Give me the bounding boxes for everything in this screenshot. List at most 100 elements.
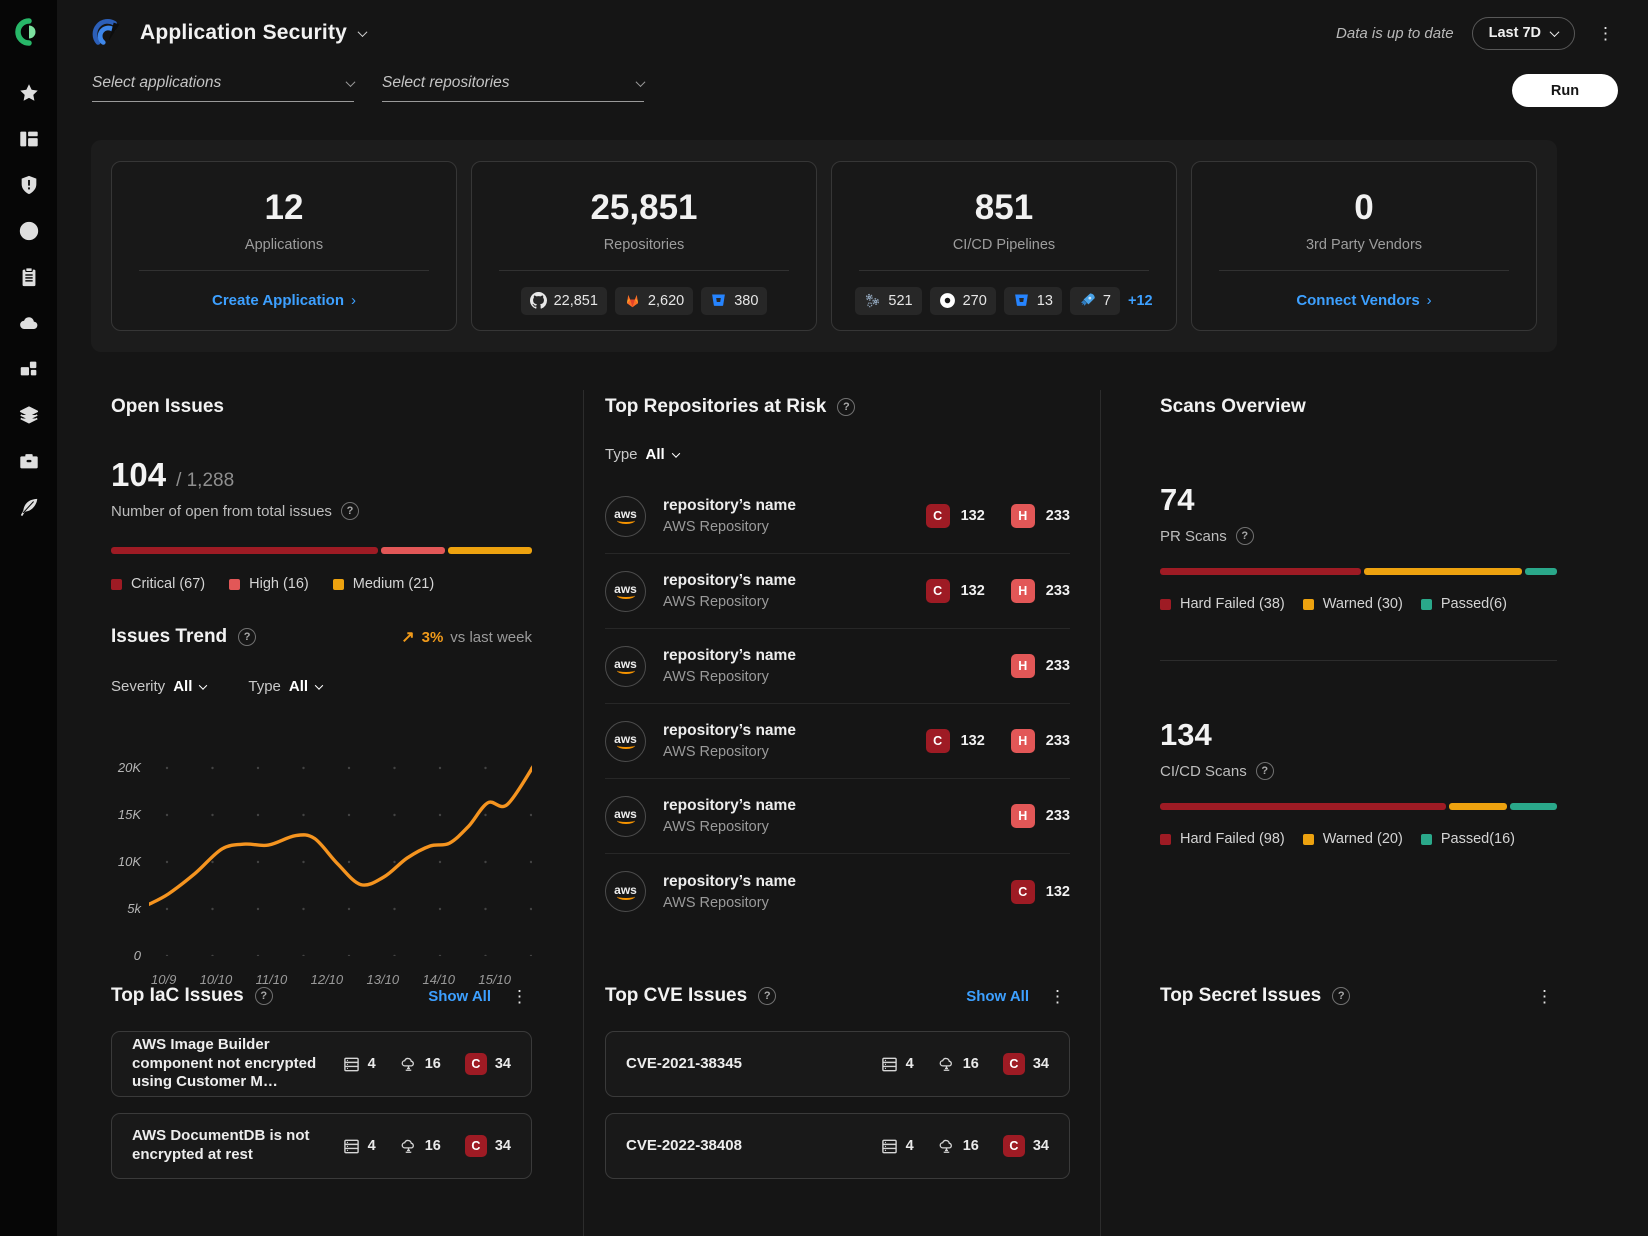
help-icon[interactable]: ? [254, 987, 273, 1005]
legend-item: Warned (30) [1302, 596, 1403, 612]
high-badge-icon: H [1010, 654, 1035, 678]
help-icon[interactable]: ? [1255, 762, 1274, 780]
github-chip[interactable]: 22,851 [520, 286, 607, 315]
filter-bar: Select applications Select repositories … [92, 74, 1618, 107]
issue-card[interactable]: AWS Image Builder component not encrypte… [111, 1031, 532, 1097]
x-axis-tick: 11/10 [255, 972, 288, 987]
help-icon[interactable]: ? [1235, 527, 1254, 545]
azure-pipelines-chip[interactable]: 7 [1069, 286, 1120, 315]
create-application-link[interactable]: Create Application › [212, 292, 356, 309]
divider [859, 270, 1149, 271]
repository-row[interactable]: aws repository’s name AWS Repository C 132 H 2… [605, 479, 1070, 554]
legend-swatch [332, 578, 344, 590]
connect-vendors-link[interactable]: Connect Vendors › [1296, 292, 1432, 309]
legend-swatch [111, 578, 122, 590]
repository-row[interactable]: aws repository’s name AWS Repository C 132 H 2… [605, 554, 1070, 629]
repository-type: AWS Repository [663, 894, 769, 911]
bitbucket-count: 380 [734, 292, 759, 309]
clipboard-icon[interactable] [18, 266, 40, 288]
divider [1219, 270, 1509, 271]
time-range-value: Last 7D [1488, 25, 1541, 41]
header-kebab-menu[interactable]: ⋮ [1597, 23, 1614, 43]
issue-title: CVE-2022-38408 [626, 1136, 742, 1154]
clouds-count: 16 [400, 1056, 441, 1073]
bar-segment [1525, 568, 1557, 575]
pipeline-gears-chip[interactable]: 521 [855, 286, 922, 315]
aws-repository-icon: aws [605, 645, 646, 687]
issue-title: AWS Image Builder component not encrypte… [132, 1035, 317, 1091]
iac-show-all-link[interactable]: Show All [428, 987, 491, 1005]
help-icon[interactable]: ? [758, 987, 777, 1005]
more-pipelines-link[interactable]: +12 [1128, 292, 1153, 309]
pipeline-gears-count: 521 [888, 292, 913, 309]
bitbucket-chip[interactable]: 380 [701, 286, 768, 315]
cloud-deploy-icon [400, 1056, 417, 1073]
issues-trend-section: Issues Trend ? ↗ 3% vs last week Severit… [111, 626, 532, 987]
type-filter-dropdown[interactable]: Type All [248, 678, 324, 695]
critical-count: C 34 [1002, 1135, 1049, 1157]
chevron-down-icon [199, 680, 208, 690]
repository-row[interactable]: aws repository’s name AWS Repository C 132 H 2… [605, 704, 1070, 779]
high-count: H 233 [1010, 804, 1070, 828]
secret-kebab-menu[interactable]: ⋮ [1536, 986, 1553, 1006]
brand-logo-icon[interactable] [13, 16, 45, 48]
critical-badge-icon: C [925, 729, 950, 753]
high-count: H 233 [1010, 654, 1070, 678]
pr-scans-bar [1160, 568, 1557, 575]
legend-item: Hard Failed (38) [1160, 596, 1285, 612]
help-icon[interactable]: ? [238, 628, 257, 646]
severity-filter-dropdown[interactable]: Severity All [111, 678, 208, 695]
applications-label: Applications [244, 237, 324, 253]
target-icon[interactable] [18, 220, 40, 242]
issue-card[interactable]: CVE-2021-38345 4 16 C 34 [605, 1031, 1070, 1097]
favorites-star-icon[interactable] [18, 82, 40, 104]
critical-count: C 132 [1010, 879, 1070, 904]
repository-row[interactable]: aws repository’s name AWS Repository H 233 [605, 779, 1070, 854]
dashboard-icon[interactable] [18, 128, 40, 150]
bar-segment [111, 547, 379, 554]
repository-row[interactable]: aws repository’s name AWS Repository H 233 [605, 629, 1070, 704]
iac-kebab-menu[interactable]: ⋮ [511, 986, 528, 1006]
repository-row[interactable]: aws repository’s name AWS Repository C 132 [605, 854, 1070, 929]
trend-delta-value: 3% [421, 628, 444, 646]
title-chevron-down-icon[interactable] [357, 26, 368, 37]
cve-kebab-menu[interactable]: ⋮ [1049, 986, 1066, 1006]
vendors-card: 0 3rd Party Vendors Connect Vendors › [1191, 161, 1537, 331]
layers-icon[interactable] [18, 404, 40, 426]
run-button[interactable]: Run [1512, 74, 1618, 107]
vendors-count: 0 [1354, 188, 1374, 227]
trend-chart-svg [149, 765, 532, 956]
toolbox-icon[interactable] [18, 450, 40, 472]
y-axis-tick: 0 [133, 948, 141, 963]
repo-type-filter-dropdown[interactable]: Type All [605, 446, 680, 463]
issue-card[interactable]: AWS DocumentDB is not encrypted at rest 4… [111, 1113, 532, 1179]
issue-card[interactable]: CVE-2022-38408 4 16 C 34 [605, 1113, 1070, 1179]
chevron-right-icon: › [1426, 292, 1432, 309]
help-icon[interactable]: ? [1332, 987, 1351, 1005]
applications-select[interactable]: Select applications [92, 74, 356, 102]
repo-list: aws repository’s name AWS Repository C 132 H 2… [605, 479, 1070, 929]
open-issues-subtitle: Number of open from total issues [111, 502, 332, 520]
time-range-dropdown[interactable]: Last 7D [1471, 16, 1575, 50]
resources-count: 4 [343, 1138, 376, 1155]
high-badge-icon: H [1010, 804, 1035, 828]
repositories-select[interactable]: Select repositories [382, 74, 646, 102]
bitbucket-chip[interactable]: 13 [1003, 286, 1062, 315]
resources-icon [881, 1056, 898, 1073]
help-icon[interactable]: ? [837, 398, 856, 416]
circleci-chip[interactable]: 270 [929, 286, 996, 315]
help-icon[interactable]: ? [340, 502, 359, 520]
bar-segment [448, 547, 532, 554]
circleci-icon [939, 292, 956, 309]
gitlab-chip[interactable]: 2,620 [614, 286, 694, 315]
quill-pen-icon[interactable] [18, 496, 40, 518]
scans-overview-title: Scans Overview [1160, 396, 1306, 417]
cve-show-all-link[interactable]: Show All [966, 987, 1029, 1005]
issue-title: AWS DocumentDB is not encrypted at rest [132, 1127, 310, 1163]
high-badge-icon: H [1010, 504, 1035, 528]
cloud-icon[interactable] [18, 312, 40, 334]
widgets-icon[interactable] [18, 358, 40, 380]
vendors-label: 3rd Party Vendors [1305, 237, 1423, 253]
shield-alert-icon[interactable] [18, 174, 40, 196]
critical-count: C 34 [464, 1135, 511, 1157]
